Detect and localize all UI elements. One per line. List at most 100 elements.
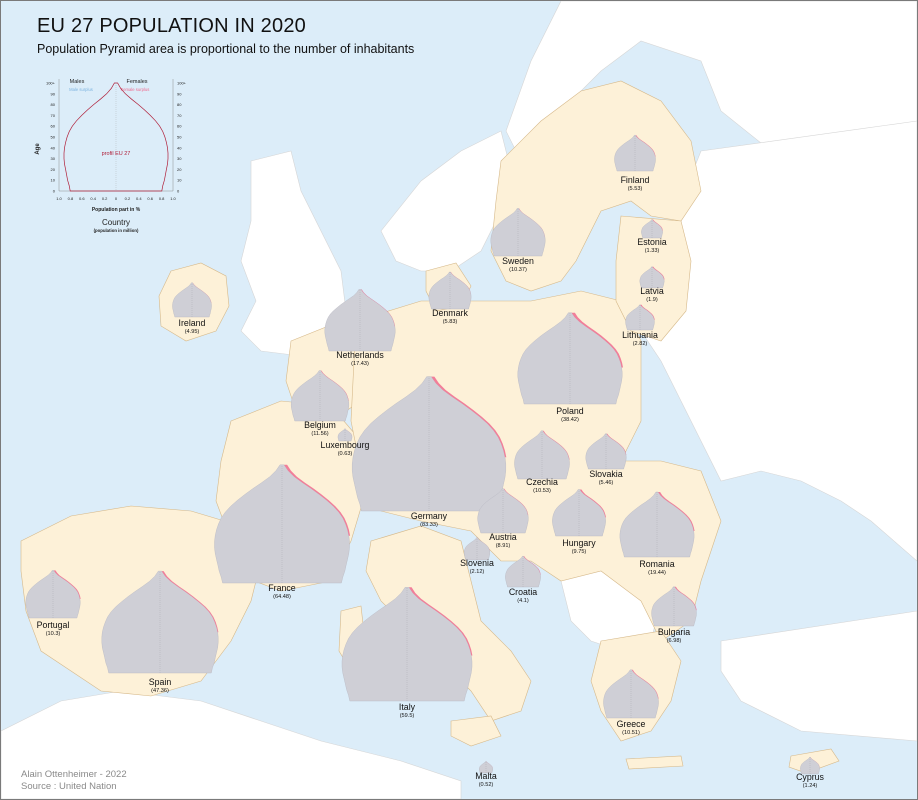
country-pop-italy: (59.5) bbox=[400, 713, 415, 719]
pyramid-body bbox=[552, 489, 606, 537]
legend-age-tick: 20 bbox=[51, 167, 56, 172]
country-pop-luxembourg: (0.63) bbox=[338, 451, 353, 457]
country-pop-spain: (47.36) bbox=[151, 688, 169, 694]
legend-age-tick: 90 bbox=[177, 91, 182, 96]
legend-country-label: Country bbox=[102, 218, 130, 227]
female-surplus-band bbox=[631, 669, 659, 699]
pyramid-netherlands bbox=[324, 289, 396, 352]
legend-age-tick: 80 bbox=[51, 102, 56, 107]
legend-age-tick: 50 bbox=[177, 135, 182, 140]
pyramid-slovenia bbox=[464, 537, 490, 561]
legend-x-tick: 1.0 bbox=[170, 196, 176, 201]
country-pop-slovakia: (5.46) bbox=[599, 480, 614, 486]
pyramid-body bbox=[479, 761, 493, 774]
legend-age-tick: 100+ bbox=[177, 81, 187, 86]
country-name-denmark: Denmark bbox=[432, 308, 468, 318]
legend-age-axis: Age bbox=[35, 143, 41, 155]
country-pop-cyprus: (1.24) bbox=[803, 783, 818, 789]
legend-x-ticks: 1.0 0.8 0.6 0.4 0.2 0 0.2 0.4 0.6 0.8 1.0 bbox=[56, 196, 176, 201]
country-name-germany: Germany bbox=[411, 511, 448, 521]
legend-males-label: Males bbox=[70, 79, 85, 85]
country-pop-estonia: (1.33) bbox=[645, 248, 660, 254]
pyramid-malta bbox=[479, 761, 493, 774]
country-name-luxembourg: Luxembourg bbox=[321, 440, 370, 450]
country-name-czechia: Czechia bbox=[526, 477, 558, 487]
country-pop-denmark: (5.83) bbox=[443, 319, 458, 325]
female-surplus-band bbox=[652, 266, 665, 280]
legend-age-tick: 70 bbox=[51, 113, 56, 118]
legend-male-surplus: Male surplus bbox=[69, 87, 93, 92]
country-name-sweden: Sweden bbox=[502, 256, 534, 266]
pyramid-poland bbox=[517, 312, 623, 405]
country-pop-austria: (8.91) bbox=[496, 543, 511, 549]
country-name-malta: Malta bbox=[475, 771, 497, 781]
country-pop-netherlands: (17.43) bbox=[351, 361, 369, 367]
female-surplus-band bbox=[571, 312, 623, 368]
country-pop-germany: (83.33) bbox=[420, 522, 438, 528]
country-pop-belgium: (11.56) bbox=[311, 431, 328, 437]
legend-females-label: Females bbox=[126, 79, 147, 85]
pyramid-body bbox=[25, 570, 81, 619]
legend-age-tick: 30 bbox=[51, 156, 56, 161]
pyramid-body bbox=[490, 208, 546, 257]
female-surplus-band bbox=[658, 492, 695, 531]
legend-age-tick: 10 bbox=[51, 178, 56, 183]
country-name-croatia: Croatia bbox=[509, 587, 537, 597]
country-pop-bulgaria: (6.98) bbox=[667, 638, 682, 644]
legend-age-tick: 10 bbox=[177, 178, 182, 183]
country-pop-poland: (38.42) bbox=[561, 417, 579, 423]
country-name-bulgaria: Bulgaria bbox=[658, 627, 690, 637]
legend-country-sub: (population in million) bbox=[94, 228, 139, 233]
legend-x-tick: 0.6 bbox=[147, 196, 153, 201]
pyramid-slovakia bbox=[585, 433, 627, 470]
legend-x-tick: 1.0 bbox=[56, 196, 62, 201]
legend-x-tick: 0.8 bbox=[68, 196, 74, 201]
country-name-hungary: Hungary bbox=[562, 538, 596, 548]
land-north-africa bbox=[1, 690, 462, 799]
female-surplus-band bbox=[503, 488, 529, 516]
country-name-netherlands: Netherlands bbox=[336, 350, 384, 360]
country-pop-hungary: (9.75) bbox=[572, 549, 587, 555]
legend-female-surplus: Female surplus bbox=[121, 87, 150, 92]
pyramids-layer bbox=[25, 135, 820, 775]
pyramid-romania bbox=[619, 491, 695, 558]
country-pop-greece: (10.51) bbox=[622, 730, 640, 736]
country-pop-czechia: (10.53) bbox=[533, 488, 551, 494]
country-name-ireland: Ireland bbox=[179, 318, 206, 328]
pyramid-body bbox=[651, 586, 697, 627]
country-name-austria: Austria bbox=[489, 532, 516, 542]
country-name-estonia: Estonia bbox=[637, 237, 666, 247]
pyramid-body bbox=[517, 312, 623, 405]
legend-profile-label: profil EU 27 bbox=[102, 151, 131, 157]
credit-source: Source : United Nation bbox=[21, 781, 117, 792]
country-pop-portugal: (10.3) bbox=[46, 631, 61, 637]
female-surplus-band bbox=[674, 586, 697, 611]
legend-age-tick: 0 bbox=[53, 189, 56, 194]
legend-age-tick: 90 bbox=[51, 91, 56, 96]
legend-x-tick: 0 bbox=[115, 196, 118, 201]
legend-age-tick: 60 bbox=[51, 124, 56, 129]
legend-age-tick: 50 bbox=[51, 135, 56, 140]
pyramid-spain bbox=[101, 570, 219, 674]
country-name-romania: Romania bbox=[639, 559, 674, 569]
country-pop-slovenia: (2.12) bbox=[470, 569, 485, 575]
pyramid-finland bbox=[614, 135, 656, 172]
female-surplus-band bbox=[606, 433, 627, 455]
country-pop-france: (64.48) bbox=[273, 594, 291, 600]
female-surplus-band bbox=[579, 489, 606, 518]
country-name-finland: Finland bbox=[621, 175, 650, 185]
legend-age-tick: 40 bbox=[177, 145, 182, 150]
country-name-italy: Italy bbox=[399, 702, 416, 712]
legend-x-tick: 0.4 bbox=[136, 196, 142, 201]
country-name-portugal: Portugal bbox=[37, 620, 70, 630]
legend-age-tick: 30 bbox=[177, 156, 182, 161]
pyramid-lithuania bbox=[625, 304, 655, 331]
legend: Males Females Male surplus Female surplu… bbox=[35, 79, 187, 233]
pyramid-cyprus bbox=[800, 757, 820, 775]
country-name-lithuania: Lithuania bbox=[622, 330, 658, 340]
land-crete bbox=[625, 755, 684, 770]
map-subtitle: Population Pyramid area is proportional … bbox=[37, 42, 415, 56]
map-title: EU 27 POPULATION IN 2020 bbox=[37, 15, 306, 37]
female-surplus-band bbox=[523, 556, 541, 575]
